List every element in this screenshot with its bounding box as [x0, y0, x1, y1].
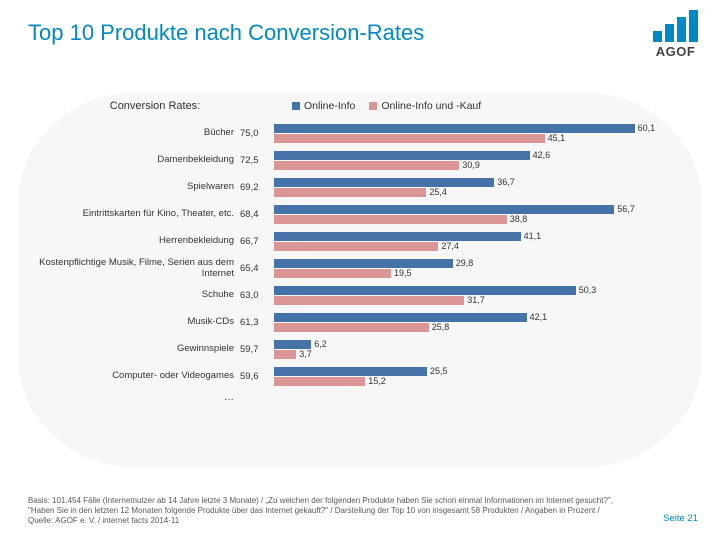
- bar-value-label: 56,7: [617, 204, 635, 214]
- legend-item: Online-Info und -Kauf: [369, 100, 481, 112]
- bar-value-label: 42,1: [530, 312, 548, 322]
- bar-online-info-kauf: 30,9: [274, 161, 459, 170]
- bar-online-info: 60,1: [274, 124, 635, 133]
- row-conversion-value: 61,3: [240, 317, 274, 328]
- row-bars: 42,125,8: [274, 312, 690, 334]
- chart-row: Spielwaren69,236,725,4: [30, 174, 690, 201]
- page-title: Top 10 Produkte nach Conversion-Rates: [28, 20, 424, 46]
- bar-online-info-kauf: 25,8: [274, 323, 429, 332]
- bar-value-label: 27,4: [441, 241, 459, 251]
- chart-row: Musik-CDs61,342,125,8: [30, 309, 690, 336]
- bar-value-label: 25,4: [429, 187, 447, 197]
- chart-row: Damenbekleidung72,542,630,9: [30, 147, 690, 174]
- bar-value-label: 25,8: [432, 322, 450, 332]
- row-conversion-value: 68,4: [240, 209, 274, 220]
- bar-online-info: 56,7: [274, 205, 614, 214]
- row-conversion-value: 63,0: [240, 290, 274, 301]
- bar-value-label: 41,1: [524, 231, 542, 241]
- bar-online-info: 29,8: [274, 259, 453, 268]
- row-conversion-value: 65,4: [240, 263, 274, 274]
- legend-item: Online-Info: [292, 100, 355, 112]
- chart-row: Bücher75,060,145,1: [30, 120, 690, 147]
- bar-value-label: 50,3: [579, 285, 597, 295]
- row-label: Schuhe: [30, 290, 240, 301]
- bar-online-info: 50,3: [274, 286, 576, 295]
- bar-value-label: 36,7: [497, 177, 515, 187]
- legend-label: Online-Info: [304, 100, 355, 112]
- chart-legend: Online-Info Online-Info und -Kauf: [292, 100, 481, 112]
- logo-text: AGOF: [656, 44, 696, 59]
- bar-value-label: 19,5: [394, 268, 412, 278]
- row-label: Bücher: [30, 128, 240, 139]
- row-bars: 50,331,7: [274, 285, 690, 307]
- bar-value-label: 15,2: [368, 376, 386, 386]
- bar-online-info-kauf: 3,7: [274, 350, 296, 359]
- row-conversion-value: 69,2: [240, 182, 274, 193]
- row-label: Musik-CDs: [30, 317, 240, 328]
- row-bars: 56,738,8: [274, 204, 690, 226]
- bar-online-info: 6,2: [274, 340, 311, 349]
- legend-swatch-icon: [292, 102, 300, 110]
- row-label: Computer- oder Videogames: [30, 371, 240, 382]
- row-conversion-value: 59,7: [240, 344, 274, 355]
- bar-value-label: 3,7: [299, 349, 312, 359]
- row-bars: 29,819,5: [274, 258, 690, 280]
- page-number: Seite 21: [663, 513, 698, 524]
- row-bars: 42,630,9: [274, 150, 690, 172]
- bar-value-label: 31,7: [467, 295, 485, 305]
- row-bars: 41,127,4: [274, 231, 690, 253]
- row-conversion-value: 59,6: [240, 371, 274, 382]
- bar-online-info: 42,1: [274, 313, 527, 322]
- bar-online-info-kauf: 19,5: [274, 269, 391, 278]
- bar-online-info: 25,5: [274, 367, 427, 376]
- bar-online-info-kauf: 27,4: [274, 242, 438, 251]
- bar-online-info-kauf: 31,7: [274, 296, 464, 305]
- row-conversion-value: 66,7: [240, 236, 274, 247]
- row-label: Herrenbekleidung: [30, 236, 240, 247]
- bar-online-info: 41,1: [274, 232, 521, 241]
- bar-value-label: 45,1: [548, 133, 566, 143]
- chart-row: Computer- oder Videogames59,625,515,2: [30, 363, 690, 390]
- chart-row: Eintrittskarten für Kino, Theater, etc.6…: [30, 201, 690, 228]
- row-label: Damenbekleidung: [30, 155, 240, 166]
- chart-row: Kostenpflichtige Musik, Filme, Serien au…: [30, 255, 690, 282]
- logo-bars-icon: [653, 10, 698, 42]
- chart-header-title: Conversion Rates:: [30, 100, 280, 112]
- row-label: Eintrittskarten für Kino, Theater, etc.: [30, 209, 240, 220]
- legend-swatch-icon: [369, 102, 377, 110]
- bar-value-label: 42,6: [533, 150, 551, 160]
- footer-note: Basis: 101.454 Fälle (Internetnutzer ab …: [28, 496, 618, 526]
- chart-row: Gewinnspiele59,76,23,7: [30, 336, 690, 363]
- chart-row: Herrenbekleidung66,741,127,4: [30, 228, 690, 255]
- bar-value-label: 6,2: [314, 339, 327, 349]
- chart-rows: Bücher75,060,145,1Damenbekleidung72,542,…: [30, 120, 690, 390]
- chart-row: Schuhe63,050,331,7: [30, 282, 690, 309]
- bar-online-info: 42,6: [274, 151, 530, 160]
- bar-online-info: 36,7: [274, 178, 494, 187]
- chart-header: Conversion Rates: Online-Info Online-Inf…: [30, 100, 690, 112]
- bar-value-label: 60,1: [638, 123, 656, 133]
- row-label: Kostenpflichtige Musik, Filme, Serien au…: [30, 258, 240, 280]
- legend-label: Online-Info und -Kauf: [381, 100, 481, 112]
- bar-value-label: 38,8: [510, 214, 528, 224]
- bar-online-info-kauf: 38,8: [274, 215, 507, 224]
- conversion-chart: Conversion Rates: Online-Info Online-Inf…: [30, 100, 690, 403]
- bar-online-info-kauf: 45,1: [274, 134, 545, 143]
- agof-logo: AGOF: [653, 10, 698, 59]
- bar-online-info-kauf: 15,2: [274, 377, 365, 386]
- row-label: Gewinnspiele: [30, 344, 240, 355]
- row-label: Spielwaren: [30, 182, 240, 193]
- bar-online-info-kauf: 25,4: [274, 188, 426, 197]
- row-conversion-value: 75,0: [240, 128, 274, 139]
- bar-value-label: 30,9: [462, 160, 480, 170]
- row-bars: 36,725,4: [274, 177, 690, 199]
- bar-value-label: 25,5: [430, 366, 448, 376]
- ellipsis: …: [30, 392, 240, 403]
- row-bars: 6,23,7: [274, 339, 690, 361]
- row-bars: 25,515,2: [274, 366, 690, 388]
- row-bars: 60,145,1: [274, 123, 690, 145]
- bar-value-label: 29,8: [456, 258, 474, 268]
- row-conversion-value: 72,5: [240, 155, 274, 166]
